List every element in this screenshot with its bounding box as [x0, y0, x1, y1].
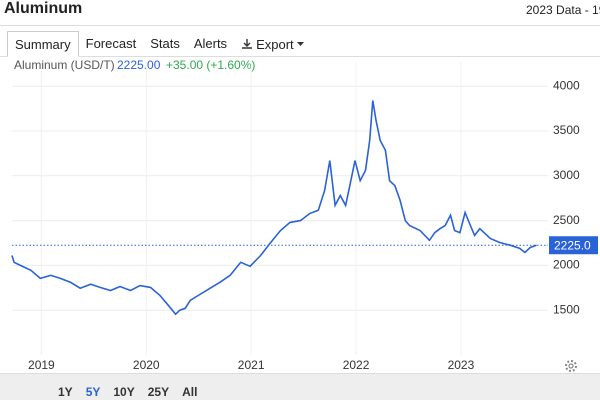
tab-label: Export	[256, 36, 294, 52]
x-tick-label: 2022	[343, 358, 370, 372]
export-menu[interactable]: Export	[234, 31, 312, 57]
legend-series: Aluminum (USD/T)	[14, 58, 115, 72]
chart: Aluminum (USD/T) 2225.00 +35.00 (+1.60%)…	[11, 58, 598, 372]
price-tag	[549, 236, 598, 255]
range-buttons: 1Y 5Y 10Y 25Y All	[58, 385, 197, 399]
tab[interactable]: Summary	[7, 31, 79, 57]
legend-price: 2225.00	[117, 58, 161, 72]
divider	[0, 56, 600, 57]
y-tick-label: 2500	[553, 213, 580, 227]
page-title: Aluminum	[4, 0, 83, 17]
range-button[interactable]: 5Y	[85, 385, 101, 399]
tab-bar: Summary Forecast Stats Alerts Export	[7, 31, 312, 57]
y-tick-label: 1500	[553, 302, 580, 316]
y-tick-label: 3500	[553, 123, 580, 137]
dropdown-caret	[296, 42, 304, 46]
line-series	[11, 100, 537, 316]
y-tick-label: 2000	[553, 258, 580, 272]
x-tick-label: 2023	[448, 358, 475, 372]
x-tick-label: 2019	[28, 358, 55, 372]
range-button[interactable]: 1Y	[58, 385, 73, 399]
x-tick-label: 2021	[238, 358, 265, 372]
price-tag-label: 2225.0	[554, 238, 591, 252]
range-button[interactable]: 25Y	[147, 385, 170, 399]
y-tick-label: 3000	[553, 168, 580, 182]
settings-icon[interactable]	[565, 360, 577, 372]
header-info: 2023 Data - 19	[526, 3, 600, 17]
download-icon	[242, 39, 253, 49]
range-button[interactable]: All	[182, 385, 198, 399]
y-tick-label: 4000	[553, 78, 580, 92]
divider	[0, 25, 600, 26]
x-tick-label: 2020	[133, 358, 160, 372]
tab[interactable]: Alerts	[193, 36, 228, 51]
range-bar	[0, 373, 600, 400]
tab[interactable]: Stats	[150, 36, 180, 51]
legend-change: +35.00 (+1.60%)	[166, 58, 255, 72]
range-button[interactable]: 10Y	[113, 385, 135, 399]
tab[interactable]: Forecast	[85, 36, 137, 51]
